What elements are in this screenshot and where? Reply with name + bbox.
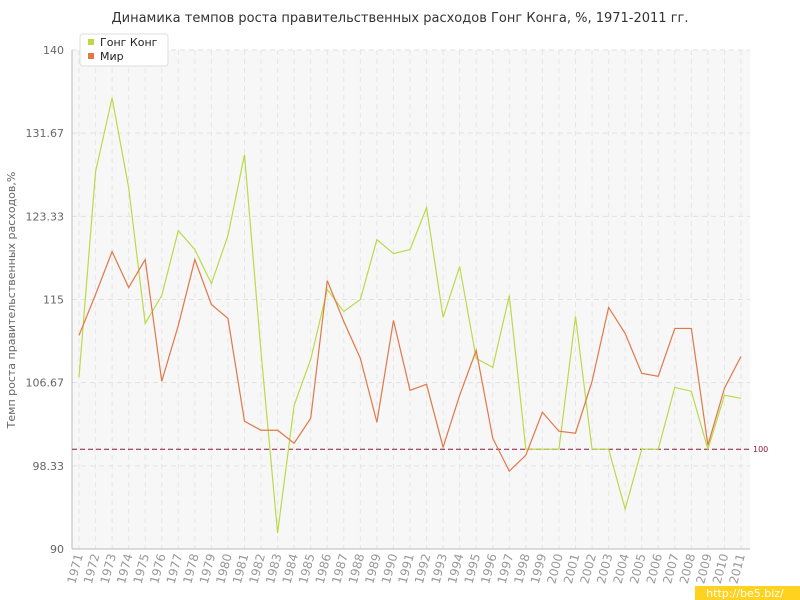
legend-box [79,33,169,67]
watermark: http://be5.biz/ [706,587,784,600]
y-tick-label: 131.67 [26,127,65,140]
y-axis-label: Темп роста правительственных расходов,% [5,172,18,430]
chart-title: Динамика темпов роста правительственных … [111,11,688,26]
series-line [78,97,742,534]
legend-label: Мир [100,50,124,63]
y-tick-label: 90 [50,543,64,556]
reference-label: 100 [753,445,768,454]
y-tick-label: 140 [43,44,64,57]
watermark-bg [695,586,800,600]
legend-label: Гонг Конг [100,36,158,49]
y-tick-label: 123.33 [26,210,65,223]
legend-swatch [88,39,94,45]
y-tick-label: 115 [43,294,64,307]
y-tick-label: 98.33 [33,460,65,473]
series-line [78,250,742,473]
legend-swatch [88,53,94,59]
y-tick-label: 106.67 [26,377,65,390]
